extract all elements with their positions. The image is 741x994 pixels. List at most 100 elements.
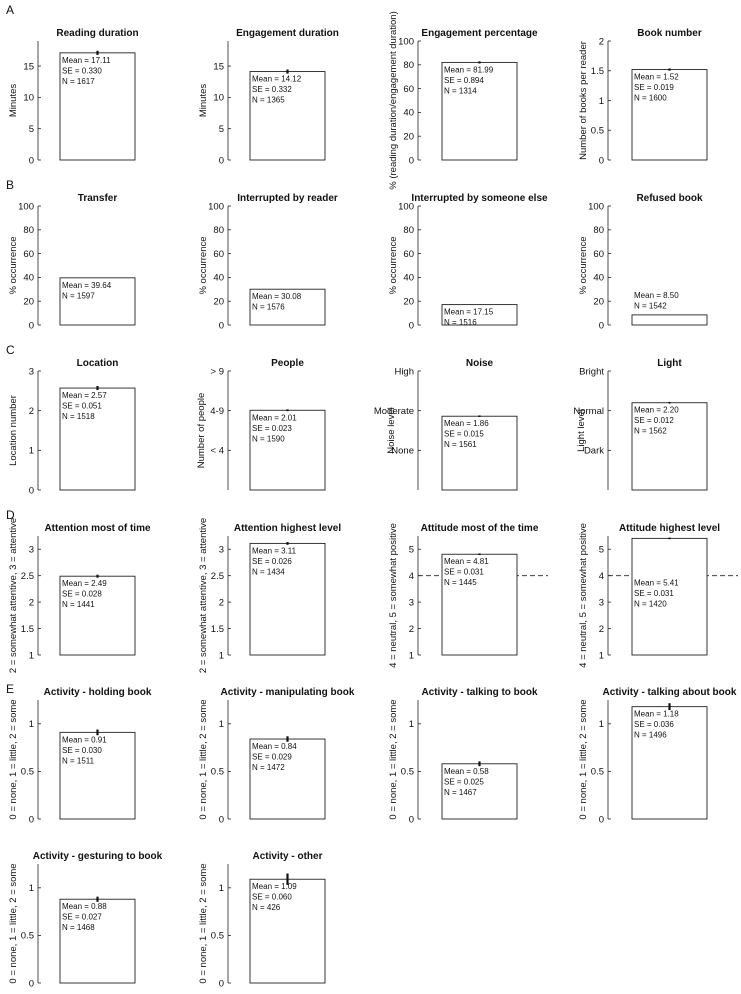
data-label: N = 1467	[444, 788, 477, 797]
y-tick-label: 3	[29, 545, 34, 556]
data-label: Mean = 17.11	[62, 56, 111, 65]
data-label: SE = 0.023	[252, 424, 292, 433]
y-tick-label: 40	[593, 273, 604, 284]
y-tick-label: 60	[593, 249, 604, 260]
chart-title: Activity - manipulating book	[221, 687, 355, 698]
y-tick-label: 3	[219, 545, 224, 556]
y-tick-label: 20	[403, 297, 414, 308]
y-tick-label: 0	[409, 155, 414, 166]
data-label: N = 1314	[444, 86, 477, 95]
y-tick-label: 4	[409, 571, 414, 582]
y-tick-label: 0	[599, 155, 604, 166]
y-tick-label: 60	[23, 249, 34, 260]
bar	[59, 387, 136, 491]
y-axis-label: Number of books per reader	[578, 41, 589, 160]
y-tick-label: None	[391, 446, 414, 457]
data-label: N = 1542	[634, 301, 667, 310]
data-label: Mean = 0.84	[252, 742, 297, 751]
y-tick-label: 20	[213, 297, 224, 308]
chart-panel-21: Activity - other 0 0.5 1 0 = none, 1 = littl…	[198, 851, 326, 989]
data-label: N = 1420	[634, 600, 667, 609]
y-tick-label: 5	[409, 545, 414, 556]
data-label: Mean = 2.49	[62, 579, 107, 588]
y-tick-label: High	[394, 366, 414, 377]
chart-panel-3: Book number 0 0.5 1 1.5 2 Number of books per …	[578, 28, 708, 166]
chart-title: Activity - talking about book	[603, 687, 737, 698]
bar	[441, 415, 518, 491]
data-label: N = 1496	[634, 731, 667, 740]
y-tick-label: 20	[23, 297, 34, 308]
y-axis-label: 0 = none, 1 = little, 2 = some	[8, 699, 19, 819]
y-tick-label: Bright	[579, 366, 604, 377]
y-axis-label: % occurrence	[388, 236, 399, 294]
chart-panel-15: Attitude highest level 1 2 3 4 5 4 = neutral, …	[578, 523, 738, 668]
data-label: N = 1445	[444, 578, 477, 587]
y-tick-label: 0	[219, 155, 224, 166]
y-tick-label: 1	[219, 650, 224, 661]
data-label: N = 1518	[62, 412, 95, 421]
data-label: SE = 0.027	[62, 913, 102, 922]
y-tick-label: 3	[599, 597, 604, 608]
y-tick-label: 0.5	[591, 767, 604, 778]
y-axis-label: Noise level	[386, 407, 397, 453]
chart-panel-19: Activity - talking about book 0 0.5 1 0 = no…	[578, 687, 737, 825]
bar	[631, 706, 708, 820]
chart-panel-10: Noise None Moderate High Noise level Mean = 1…	[374, 358, 518, 491]
y-tick-label: Normal	[573, 406, 604, 417]
chart-panel-13: Attention highest level 1 1.5 2 2.5 3 2 = some…	[198, 518, 341, 673]
data-label: Mean = 30.08	[252, 292, 302, 301]
y-tick-label: 5	[599, 545, 604, 556]
y-tick-label: 1.5	[591, 66, 604, 77]
section-labels: A B C D E	[6, 3, 15, 696]
y-tick-label: 0.5	[21, 931, 34, 942]
y-axis-label: 2 = somewhat attentive, 3 = attentive	[8, 518, 19, 673]
y-axis-label: 0 = none, 1 = little, 2 = some	[388, 699, 399, 819]
chart-title: Activity - gesturing to book	[33, 851, 163, 862]
data-label: SE = 0.051	[62, 402, 102, 411]
y-tick-label: 2	[29, 406, 34, 417]
bar	[631, 537, 708, 656]
y-tick-label: 5	[29, 124, 34, 135]
chart-title: Refused book	[636, 193, 703, 204]
chart-title: Activity - talking to book	[421, 687, 538, 698]
data-label: N = 1511	[62, 756, 95, 765]
bar	[249, 71, 326, 161]
y-axis-label: 0 = none, 1 = little, 2 = some	[198, 863, 209, 983]
y-axis-label: 2 = somewhat attentive, 3 = attentive	[198, 518, 209, 673]
chart-title: Attention most of time	[44, 523, 151, 534]
y-axis-label: % occurrence	[8, 236, 19, 294]
chart-title: Attitude highest level	[619, 523, 720, 534]
data-label: N = 1468	[62, 923, 95, 932]
y-axis-label: Location number	[8, 395, 19, 466]
section-label-a: A	[6, 3, 14, 17]
data-label: Mean = 4.81	[444, 557, 489, 566]
y-tick-label: 2	[409, 624, 414, 635]
y-axis-label: % (reading duration/engagement duration)	[388, 11, 399, 190]
y-axis-label: 0 = none, 1 = little, 2 = some	[198, 699, 209, 819]
data-label: Mean = 0.58	[444, 767, 489, 776]
y-tick-label: 2	[599, 36, 604, 47]
y-tick-label: 2.5	[211, 571, 224, 582]
data-label: N = 1434	[252, 567, 285, 576]
y-tick-label: 40	[23, 273, 34, 284]
bar	[249, 738, 326, 820]
section-label-b: B	[6, 178, 14, 192]
data-label: N = 426	[252, 903, 281, 912]
bar	[631, 402, 708, 491]
bar	[59, 277, 136, 326]
y-tick-label: 0	[599, 814, 604, 825]
data-label: SE = 0.060	[252, 893, 292, 902]
chart-title: Attitude most of the time	[421, 523, 539, 534]
y-tick-label: 1	[29, 650, 34, 661]
chart-title: Activity - holding book	[44, 687, 152, 698]
y-axis-label: % occurrence	[578, 236, 589, 294]
data-label: SE = 0.036	[634, 720, 674, 729]
data-label: N = 1597	[62, 291, 95, 300]
y-tick-label: 1	[29, 446, 34, 457]
y-tick-label: Moderate	[374, 406, 414, 417]
data-label: SE = 0.029	[252, 753, 292, 762]
data-label: SE = 0.012	[634, 416, 674, 425]
y-tick-label: 100	[208, 201, 224, 212]
chart-panel-20: Activity - gesturing to book 0 0.5 1 0 = non…	[8, 851, 163, 989]
chart-panel-17: Activity - manipulating book 0 0.5 1 0 = non…	[198, 687, 355, 825]
